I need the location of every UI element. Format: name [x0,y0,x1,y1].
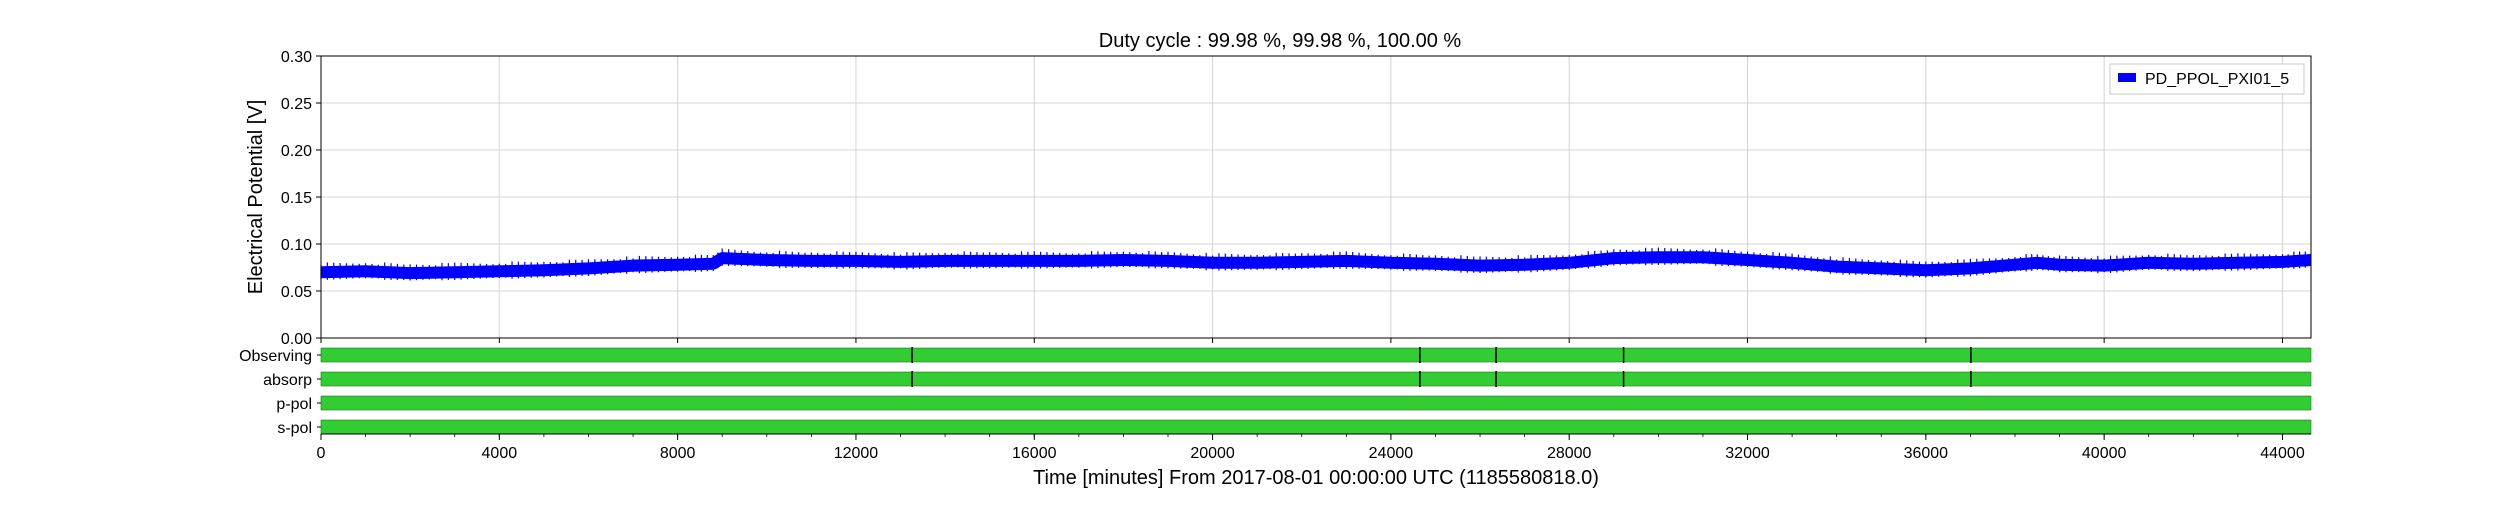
series-line [320,251,2312,280]
x-tick-label: 24000 [1369,445,1414,462]
y-tick-label: 0.00 [281,331,312,348]
x-tick-label: 4000 [482,445,518,462]
x-tick-label: 8000 [660,445,696,462]
series-layer [320,247,2312,281]
y-axis: 0.00 0.05 0.10 0.15 0.20 0.25 0.30 [281,49,321,348]
x-axis-label: Time [minutes] From 2017-08-01 00:00:00 … [1033,467,1599,489]
x-tick-label: 0 [317,445,326,462]
chart-title: Duty cycle : 99.98 %, 99.98 %, 100.00 % [1099,30,1462,52]
x-tick-label: 36000 [1904,445,1949,462]
y-tick-label: 0.20 [281,143,312,160]
segment-bar [320,419,2312,435]
legend-entry: PD_PPOL_PXI01_5 [2145,71,2289,88]
x-tick-label: 40000 [2082,445,2127,462]
x-axis: 0 4000 8000 12000 16000 20000 24000 28000 32000 3… [317,338,2311,462]
segment-bar [320,395,2312,411]
y-tick-label: 0.30 [281,49,312,66]
segment-label: Observing [239,348,312,365]
x-tick-label: 32000 [1725,445,1770,462]
series-noise [320,247,2306,281]
x-tick-label: 16000 [1012,445,1057,462]
segment-label: s-pol [277,420,312,437]
legend-box [2109,63,2305,95]
segment-rows: Observing absorp p-pol s-pol [239,347,2312,437]
x-tick-label: 12000 [834,445,879,462]
legend-swatch [2118,73,2136,82]
x-tick-label: 44000 [2260,445,2305,462]
x-tick-label: 28000 [1547,445,1592,462]
y-tick-label: 0.25 [281,96,312,113]
y-tick-label: 0.10 [281,237,312,254]
y-tick-label: 0.15 [281,190,312,207]
segment-label: absorp [263,372,312,389]
y-tick-label: 0.05 [281,284,312,301]
legend: PD_PPOL_PXI01_5 [2109,63,2305,95]
segment-bar [320,371,2312,387]
segment-bar [320,347,2312,363]
x-tick-label: 20000 [1190,445,1235,462]
y-axis-label: Electrical Potential [V] [245,100,267,295]
segment-label: p-pol [276,396,312,413]
grid [320,55,2311,339]
